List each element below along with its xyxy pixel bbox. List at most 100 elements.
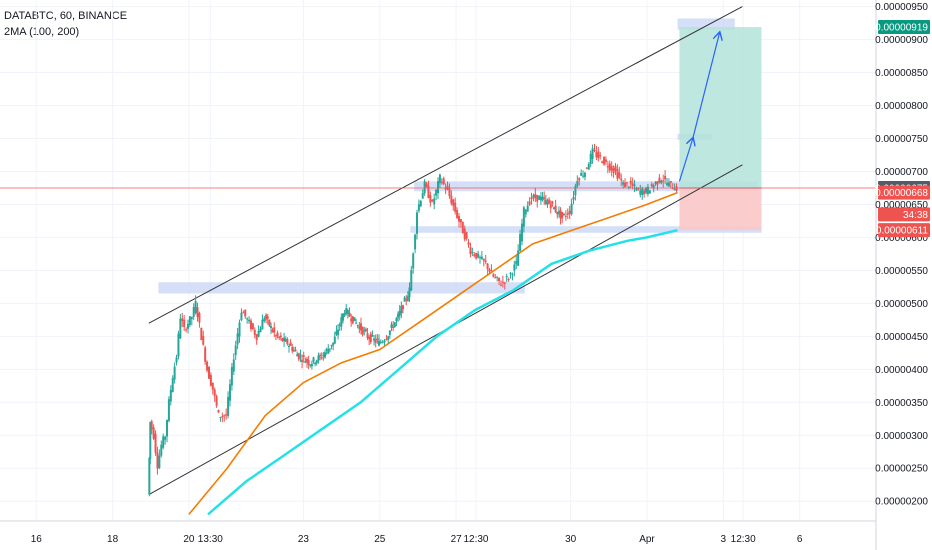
candle-body	[606, 166, 609, 168]
candle-body	[310, 363, 313, 367]
candle-body	[576, 180, 579, 187]
loss-zone	[679, 187, 762, 231]
candle-body	[570, 203, 573, 214]
candle-body	[204, 347, 207, 362]
candle-body	[610, 165, 613, 171]
candle-body	[522, 207, 525, 227]
long-position-tool[interactable]	[679, 27, 762, 231]
candle-body	[238, 322, 241, 337]
candle-body	[281, 338, 284, 342]
candle-body	[328, 348, 331, 350]
candle-body	[603, 156, 606, 165]
candle-body	[359, 323, 362, 331]
candle-body	[559, 210, 562, 219]
candle-body	[374, 339, 377, 343]
candle-body	[156, 452, 159, 469]
candle-body	[635, 188, 638, 191]
candle-body	[622, 182, 625, 185]
candle-body	[572, 196, 575, 200]
candle-body	[148, 457, 151, 495]
candle-body	[646, 186, 649, 194]
candle-body	[456, 210, 459, 218]
candle-body	[557, 211, 560, 214]
candle-body	[604, 159, 607, 162]
time-tick-label: 30	[565, 534, 577, 545]
candle-body	[595, 152, 598, 158]
candle-body	[591, 148, 594, 159]
candle-body	[188, 316, 191, 325]
candle-body	[299, 355, 302, 357]
candle-body	[421, 193, 424, 199]
ma200-line	[207, 228, 678, 516]
moving-averages	[188, 191, 678, 516]
candle-body	[368, 337, 371, 340]
candle-body	[629, 180, 632, 184]
candle-body	[546, 201, 549, 205]
price-series	[148, 143, 678, 497]
candle-body	[348, 312, 351, 317]
candle-body	[278, 336, 281, 338]
candle-body	[165, 419, 168, 437]
price-badges: 0.000009190.000006750.0000066834:380.000…	[875, 20, 930, 238]
candle-body	[425, 183, 428, 187]
candle-body	[213, 389, 216, 397]
price-channel[interactable]	[148, 6, 743, 496]
candle-body	[400, 306, 403, 314]
candle-body	[175, 357, 178, 363]
candle-body	[454, 202, 457, 212]
candle-body	[253, 329, 256, 336]
candle-body	[499, 284, 502, 286]
price-axis[interactable]: 0.00000950 0.00000900 0.00000850 0.00000800…	[875, 0, 928, 550]
candle-body	[667, 182, 670, 187]
candle-body	[194, 301, 197, 313]
time-tick-label: Apr	[639, 534, 655, 545]
candle-body	[149, 422, 152, 459]
candle-body	[448, 188, 451, 197]
time-axis[interactable]: 16 18 20 13:30 23 25 27 12:30 30 Apr 3 12:30 6	[0, 520, 876, 545]
candle-body	[465, 232, 468, 239]
candle-body	[393, 322, 396, 328]
indicator-label[interactable]: 2MA (100, 200)	[4, 26, 80, 38]
chart-legend: DATABTC, 60, BINANCE 2MA (100, 200)	[4, 8, 127, 40]
candle-body	[553, 207, 556, 210]
projection-arrow	[692, 33, 720, 139]
candle-body	[207, 367, 210, 379]
candle-body	[463, 228, 466, 240]
candle-body	[206, 361, 209, 371]
candle-body	[173, 366, 176, 380]
candle-body	[566, 213, 569, 215]
candle-body	[369, 333, 372, 343]
candle-body	[593, 150, 596, 152]
candle-body	[484, 260, 487, 263]
candle-body	[196, 307, 199, 318]
candle-body	[509, 272, 512, 274]
candle-body	[580, 173, 583, 176]
price-tick-label: 0.00000500	[875, 299, 928, 310]
candle-body	[162, 436, 165, 448]
candle-body	[271, 329, 274, 332]
candle-body	[459, 219, 462, 223]
support-zone	[410, 226, 762, 233]
candle-body	[639, 190, 642, 195]
candle-body	[379, 341, 382, 344]
candle-body	[528, 201, 531, 205]
candle-body	[675, 186, 678, 191]
candle-body	[309, 364, 312, 366]
candle-body	[167, 399, 170, 421]
candle-body	[532, 195, 535, 198]
time-tick-label: 23	[298, 534, 310, 545]
candle-body	[608, 163, 611, 171]
symbol-title[interactable]: DATABTC, 60, BINANCE	[4, 10, 128, 22]
candle-body	[564, 215, 567, 217]
candle-body	[541, 196, 544, 200]
candle-body	[234, 345, 237, 355]
candle-body	[154, 433, 157, 453]
candle-body	[333, 336, 336, 344]
candle-body	[513, 264, 516, 271]
candle-body	[429, 195, 432, 203]
candle-body	[371, 335, 374, 337]
candle-body	[376, 338, 379, 341]
candle-body	[536, 195, 539, 202]
candle-body	[486, 263, 489, 270]
